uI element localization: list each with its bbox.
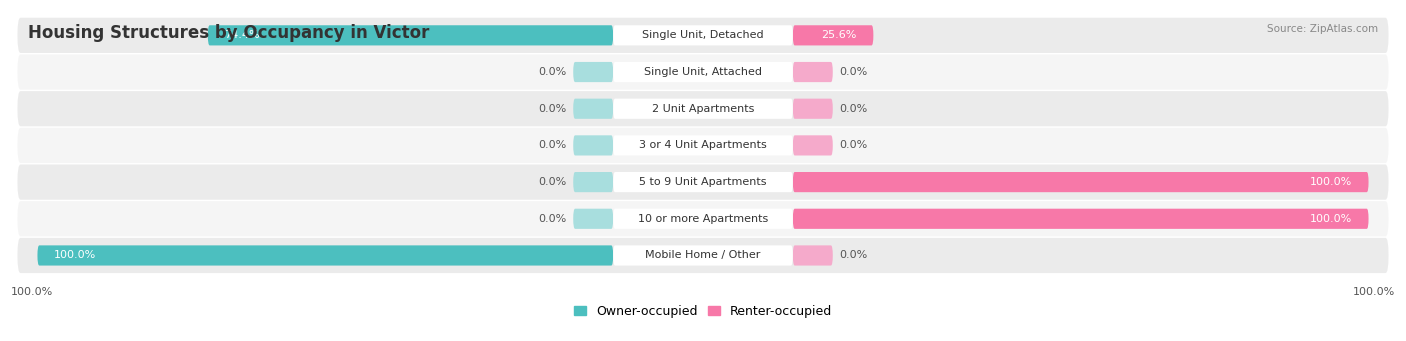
Text: 0.0%: 0.0% bbox=[538, 104, 567, 114]
Text: 3 or 4 Unit Apartments: 3 or 4 Unit Apartments bbox=[640, 140, 766, 150]
Text: Source: ZipAtlas.com: Source: ZipAtlas.com bbox=[1267, 24, 1378, 34]
Text: 100.0%: 100.0% bbox=[1309, 177, 1353, 187]
Text: 5 to 9 Unit Apartments: 5 to 9 Unit Apartments bbox=[640, 177, 766, 187]
FancyBboxPatch shape bbox=[574, 99, 613, 119]
FancyBboxPatch shape bbox=[17, 18, 1389, 53]
Text: 0.0%: 0.0% bbox=[839, 140, 868, 150]
Text: 0.0%: 0.0% bbox=[538, 214, 567, 224]
Text: 0.0%: 0.0% bbox=[538, 140, 567, 150]
Text: Single Unit, Detached: Single Unit, Detached bbox=[643, 30, 763, 40]
FancyBboxPatch shape bbox=[17, 238, 1389, 273]
FancyBboxPatch shape bbox=[793, 25, 873, 45]
FancyBboxPatch shape bbox=[17, 164, 1389, 200]
Text: 2 Unit Apartments: 2 Unit Apartments bbox=[652, 104, 754, 114]
Text: 0.0%: 0.0% bbox=[538, 67, 567, 77]
FancyBboxPatch shape bbox=[613, 172, 793, 192]
FancyBboxPatch shape bbox=[793, 62, 832, 82]
Text: 100.0%: 100.0% bbox=[53, 251, 97, 261]
Text: Single Unit, Attached: Single Unit, Attached bbox=[644, 67, 762, 77]
Text: 0.0%: 0.0% bbox=[839, 104, 868, 114]
FancyBboxPatch shape bbox=[574, 209, 613, 229]
FancyBboxPatch shape bbox=[793, 135, 832, 155]
FancyBboxPatch shape bbox=[613, 246, 793, 266]
Text: Mobile Home / Other: Mobile Home / Other bbox=[645, 251, 761, 261]
FancyBboxPatch shape bbox=[613, 209, 793, 229]
FancyBboxPatch shape bbox=[793, 209, 1368, 229]
FancyBboxPatch shape bbox=[613, 62, 793, 82]
Text: 100.0%: 100.0% bbox=[11, 287, 53, 297]
FancyBboxPatch shape bbox=[613, 99, 793, 119]
Text: 74.4%: 74.4% bbox=[225, 30, 260, 40]
Text: 0.0%: 0.0% bbox=[839, 67, 868, 77]
FancyBboxPatch shape bbox=[38, 246, 613, 266]
Text: 100.0%: 100.0% bbox=[1309, 214, 1353, 224]
FancyBboxPatch shape bbox=[17, 201, 1389, 236]
FancyBboxPatch shape bbox=[17, 128, 1389, 163]
Text: Housing Structures by Occupancy in Victor: Housing Structures by Occupancy in Victo… bbox=[28, 24, 429, 42]
Legend: Owner-occupied, Renter-occupied: Owner-occupied, Renter-occupied bbox=[568, 300, 838, 323]
Text: 0.0%: 0.0% bbox=[538, 177, 567, 187]
FancyBboxPatch shape bbox=[793, 99, 832, 119]
Text: 25.6%: 25.6% bbox=[821, 30, 856, 40]
FancyBboxPatch shape bbox=[17, 55, 1389, 90]
FancyBboxPatch shape bbox=[793, 172, 1368, 192]
Text: 100.0%: 100.0% bbox=[1353, 287, 1395, 297]
FancyBboxPatch shape bbox=[574, 62, 613, 82]
FancyBboxPatch shape bbox=[208, 25, 613, 45]
FancyBboxPatch shape bbox=[613, 135, 793, 155]
FancyBboxPatch shape bbox=[613, 25, 793, 45]
Text: 0.0%: 0.0% bbox=[839, 251, 868, 261]
Text: 10 or more Apartments: 10 or more Apartments bbox=[638, 214, 768, 224]
FancyBboxPatch shape bbox=[574, 172, 613, 192]
FancyBboxPatch shape bbox=[17, 91, 1389, 126]
FancyBboxPatch shape bbox=[793, 246, 832, 266]
FancyBboxPatch shape bbox=[574, 135, 613, 155]
